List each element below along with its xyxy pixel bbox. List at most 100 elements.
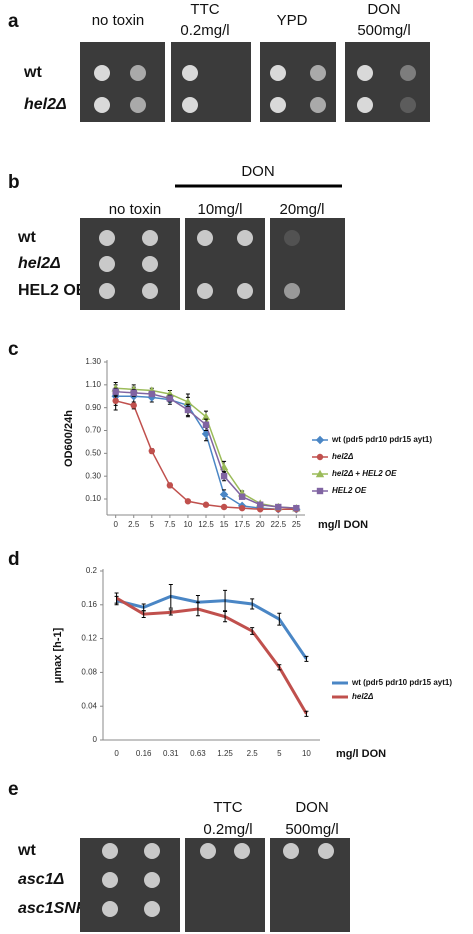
plate-photo: [270, 838, 350, 932]
data-point: [166, 482, 174, 489]
yeast-spot: [99, 283, 115, 299]
series-line: [115, 390, 297, 509]
legend-label: hel2Δ + HEL2 OE: [332, 469, 397, 478]
yeast-spot: [310, 65, 326, 81]
data-point: [184, 406, 192, 414]
column-header: 0.2mg/l: [203, 821, 252, 838]
yeast-spot: [283, 843, 299, 859]
x-tick-label: 0: [113, 520, 118, 529]
data-point: [275, 503, 282, 511]
data-point: [130, 402, 137, 409]
y-tick-label: 0.90: [85, 403, 101, 412]
data-point: [184, 498, 192, 505]
yeast-spot: [357, 97, 373, 113]
plate-photo: [260, 42, 336, 122]
yeast-spot: [284, 283, 300, 299]
data-point: [238, 504, 246, 512]
yeast-spot: [270, 97, 286, 113]
plate-photo: [80, 838, 180, 932]
y-tick-label: 0.70: [85, 426, 101, 435]
error-bar: [277, 612, 282, 626]
row-label: wt: [23, 64, 42, 81]
yeast-spot: [197, 230, 213, 246]
error-bar: [304, 710, 309, 717]
data-point: [112, 397, 119, 405]
plate-photo: [185, 218, 265, 310]
column-header: DON: [367, 1, 400, 18]
y-tick-label: 0.12: [81, 634, 97, 643]
column-header: 0.2mg/l: [180, 22, 229, 39]
column-header: 20mg/l: [279, 201, 324, 218]
data-point: [148, 390, 156, 398]
yeast-spot: [99, 256, 115, 272]
legend-label: hel2Δ: [352, 692, 374, 701]
x-tick-label: 0.16: [136, 749, 152, 758]
legend-marker: [315, 469, 325, 478]
error-bar: [223, 589, 228, 612]
plate-photo: [80, 218, 180, 310]
row-label: wt: [17, 842, 36, 859]
data-point: [202, 501, 210, 508]
x-tick-label: 1.25: [217, 749, 233, 758]
error-bar: [114, 592, 119, 604]
yeast-spot: [102, 872, 118, 888]
yeast-spot: [318, 843, 334, 859]
y-tick-label: 1.30: [85, 357, 101, 366]
row-label: asc1Δ: [18, 871, 65, 888]
data-point: [256, 501, 264, 508]
legend-label: wt (pdr5 pdr10 pdr15 ayt1): [331, 435, 432, 444]
column-header: DON: [295, 799, 328, 816]
legend-label: HEL2 OE: [332, 486, 367, 495]
yeast-spot: [102, 843, 118, 859]
data-point: [165, 389, 175, 398]
panel-label: a: [8, 11, 19, 32]
error-bar: [168, 584, 173, 609]
yeast-spot: [182, 65, 198, 81]
group-label: DON: [241, 163, 274, 180]
yeast-spot: [144, 843, 160, 859]
panel-label: e: [8, 779, 19, 800]
yeast-spot: [142, 256, 158, 272]
series-line: [115, 387, 297, 509]
panel-label: c: [8, 339, 19, 360]
data-point: [112, 388, 119, 395]
yeast-spot: [94, 65, 110, 81]
yeast-spot: [130, 65, 146, 81]
error-bar: [141, 610, 146, 618]
yeast-spot: [144, 872, 160, 888]
y-tick-label: 0.30: [85, 471, 101, 480]
panel-label: d: [8, 549, 20, 570]
x-tick-label: 10: [183, 520, 192, 529]
plate-photo: [171, 42, 251, 122]
yeast-spot: [142, 283, 158, 299]
x-tick-label: 20: [256, 520, 265, 529]
yeast-spot: [237, 230, 253, 246]
data-point: [219, 490, 229, 499]
x-tick-label: 0: [114, 749, 119, 758]
yeast-spot: [284, 230, 300, 246]
yeast-spot: [142, 230, 158, 246]
y-axis-title: OD600/24h: [63, 410, 75, 467]
legend-label: hel2Δ: [332, 452, 354, 461]
plate-photo: [270, 218, 345, 310]
legend-label: wt (pdr5 pdr10 pdr15 ayt1): [351, 678, 452, 687]
column-header: no toxin: [92, 12, 145, 29]
series-line: [115, 596, 308, 715]
yeast-spot: [234, 843, 250, 859]
row-label: hel2Δ: [24, 96, 67, 113]
x-tick-label: 17.5: [234, 520, 250, 529]
y-tick-label: 0: [93, 735, 98, 744]
data-point: [148, 447, 156, 455]
error-bar: [195, 601, 200, 617]
y-tick-label: 0.10: [85, 494, 101, 503]
legend-marker: [315, 435, 325, 445]
x-tick-label: 5: [150, 520, 155, 529]
y-axis-title: μmax [h-1]: [52, 627, 64, 683]
column-header: TTC: [213, 799, 242, 816]
yeast-spot: [357, 65, 373, 81]
y-tick-label: 0.08: [81, 668, 97, 677]
x-tick-label: 25: [292, 520, 301, 529]
error-bar: [223, 611, 228, 623]
yeast-spot: [182, 97, 198, 113]
yeast-spot: [200, 843, 216, 859]
